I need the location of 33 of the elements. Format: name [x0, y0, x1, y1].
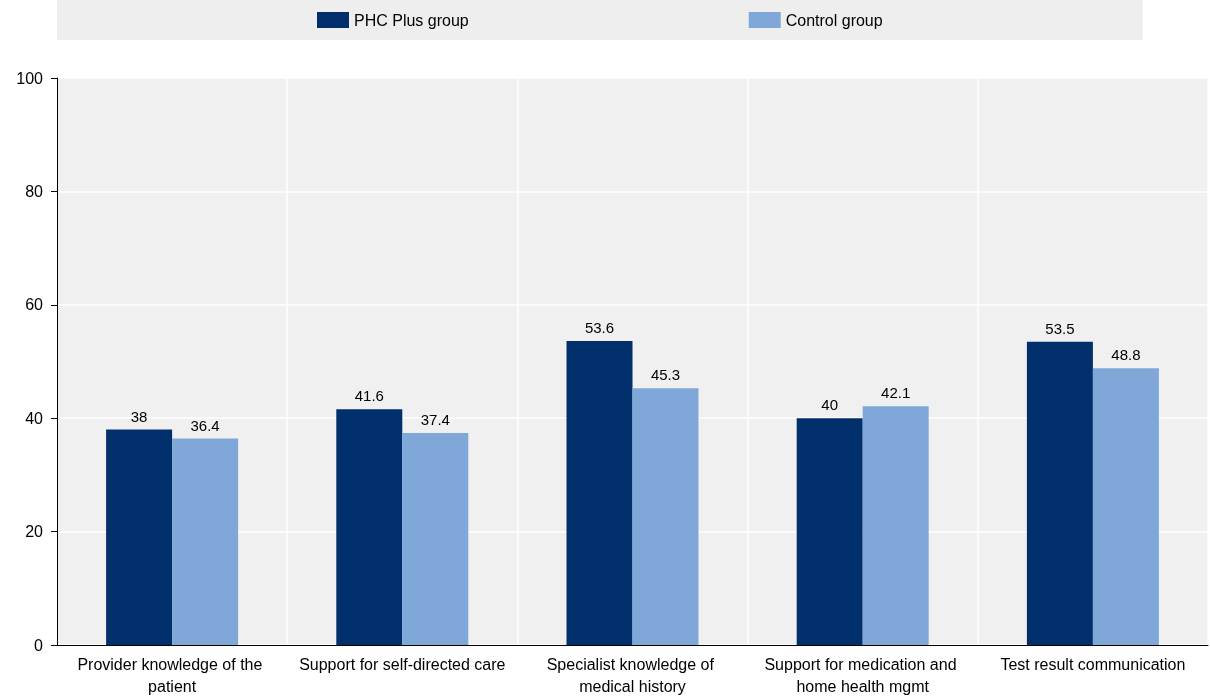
x-tick-label: Provider knowledge of the patient: [77, 655, 267, 695]
y-tick-label: 100: [16, 69, 44, 87]
data-label: 37.4: [420, 410, 450, 428]
x-tick-label: Support for self-directed care: [299, 655, 506, 673]
data-label: 45.3: [650, 366, 681, 384]
data-label: 48.8: [1111, 346, 1141, 364]
bar: [1026, 341, 1093, 645]
bar: [1092, 368, 1159, 645]
y-tick-label: 40: [25, 409, 44, 427]
x-tick-label: Support for medication and home health mgmt: [764, 655, 961, 695]
data-label: 36.4: [190, 416, 220, 434]
bar: [172, 438, 239, 645]
data-label: 42.1: [881, 384, 911, 402]
bar: [632, 388, 699, 645]
data-label: 53.6: [584, 319, 615, 337]
y-tick-label: 80: [25, 182, 44, 200]
bar: [566, 341, 633, 645]
data-label: 40: [821, 396, 839, 414]
bar: [336, 409, 403, 645]
x-tick-label: Test result communication: [1000, 655, 1186, 673]
bar: [862, 406, 929, 645]
data-label: 41.6: [354, 387, 384, 405]
y-tick-label: 0: [34, 636, 44, 654]
bar: [106, 429, 173, 645]
y-tick-label: 20: [25, 523, 44, 541]
legend-label: PHC Plus group: [354, 11, 469, 29]
y-tick-label: 60: [25, 296, 44, 314]
legend-label: Control group: [785, 11, 883, 29]
data-label: 53.5: [1045, 319, 1075, 337]
bar: [796, 418, 863, 645]
x-tick-label: Specialist knowledge of medical history: [546, 655, 719, 695]
data-label: 38: [130, 407, 148, 425]
bar: [402, 432, 469, 645]
